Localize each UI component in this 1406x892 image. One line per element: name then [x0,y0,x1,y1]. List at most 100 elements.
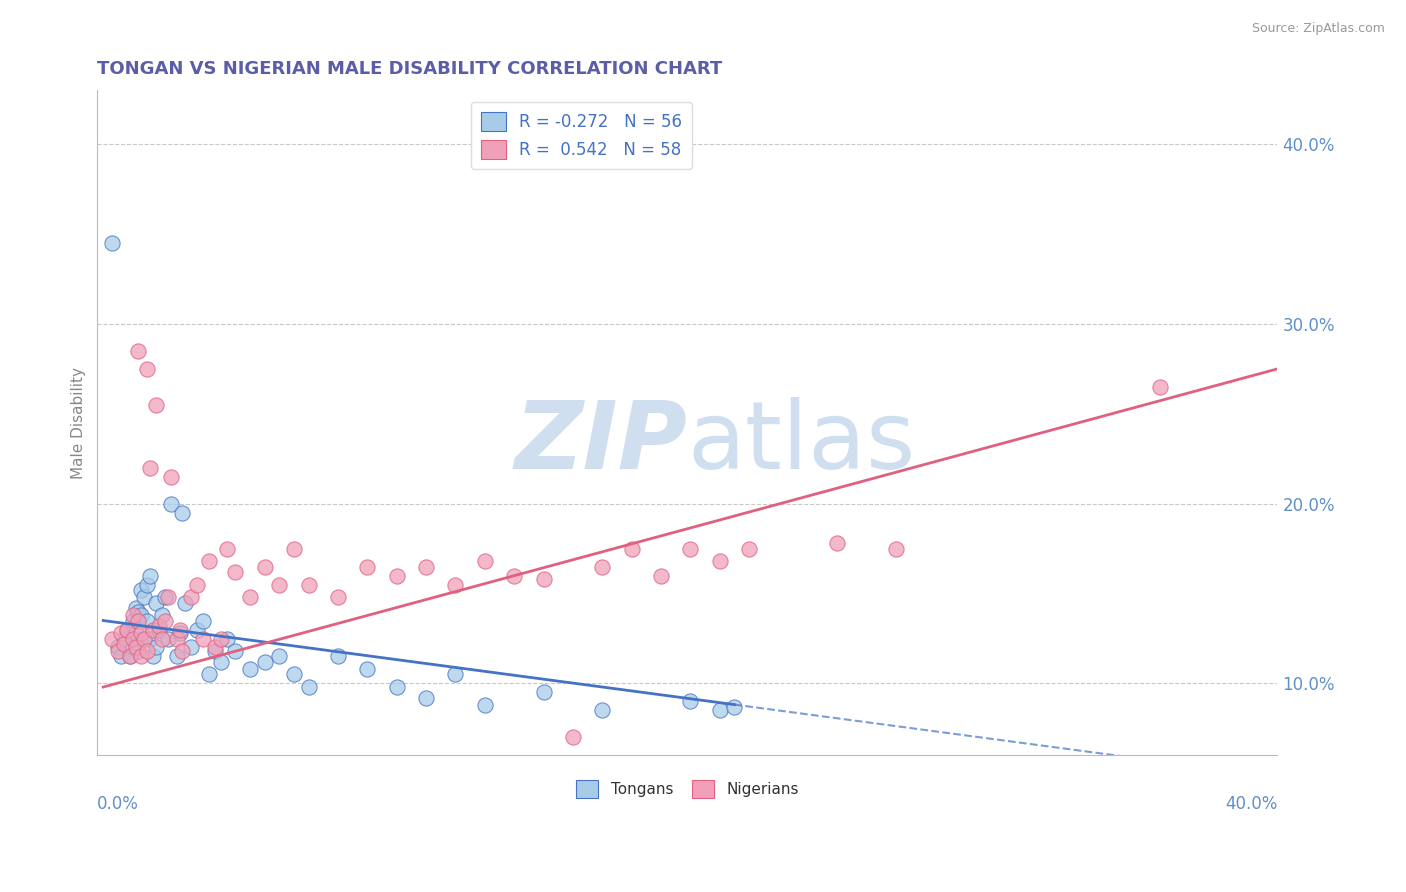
Point [269,577,291,591]
Point [298,577,321,591]
Point [209,655,232,669]
Point [239,590,262,604]
Point [326,649,349,664]
Point [136,362,159,376]
Point [101,235,124,250]
Point [134,632,156,646]
Point [153,614,176,628]
Point [127,614,149,628]
Point [415,559,437,574]
Point [825,536,848,550]
Point [204,640,226,655]
Point [561,731,583,745]
Point [591,559,613,574]
Point [121,640,143,655]
Point [131,649,153,664]
Point [131,626,153,640]
Point [153,590,176,604]
Point [298,680,321,694]
Point [107,644,129,658]
Point [131,608,153,623]
Point [134,632,156,646]
Point [139,632,162,646]
Point [127,343,149,358]
Text: Source: ZipAtlas.com: Source: ZipAtlas.com [1251,22,1385,36]
Point [474,554,496,568]
Point [444,667,467,681]
Point [145,596,167,610]
Point [118,649,141,664]
Point [186,623,208,637]
Text: ZIP: ZIP [515,397,688,489]
Point [121,632,143,646]
Y-axis label: Male Disability: Male Disability [72,367,86,479]
Point [356,559,378,574]
Point [709,554,731,568]
Point [148,623,170,637]
Point [180,640,202,655]
Text: TONGAN VS NIGERIAN MALE DISABILITY CORRELATION CHART: TONGAN VS NIGERIAN MALE DISABILITY CORRE… [97,60,723,78]
Point [159,497,181,511]
Point [709,703,731,717]
Point [127,605,149,619]
Point [124,640,146,655]
Point [415,690,437,705]
Point [107,640,129,655]
Point [224,565,246,579]
Point [253,655,276,669]
Point [503,568,526,582]
Point [131,582,153,597]
Point [136,577,159,591]
Point [145,398,167,412]
Point [169,626,191,640]
Point [134,590,156,604]
Point [269,649,291,664]
Point [620,541,643,556]
Point [124,626,146,640]
Point [112,632,135,646]
Point [283,541,305,556]
Point [136,614,159,628]
Text: 40.0%: 40.0% [1225,796,1278,814]
Point [110,649,132,664]
Point [533,572,555,586]
Point [172,644,194,658]
Point [191,614,214,628]
Point [112,637,135,651]
Point [150,608,173,623]
Point [115,623,138,637]
Point [738,541,761,556]
Point [101,632,124,646]
Point [145,640,167,655]
Point [142,623,165,637]
Point [191,632,214,646]
Point [533,685,555,699]
Point [356,662,378,676]
Point [180,590,202,604]
Point [118,649,141,664]
Point [139,568,162,582]
Point [139,460,162,475]
Point [204,644,226,658]
Point [444,577,467,591]
Point [156,632,179,646]
Legend: Tongans, Nigerians: Tongans, Nigerians [569,774,806,805]
Point [110,626,132,640]
Point [115,623,138,637]
Point [679,694,702,708]
Point [150,632,173,646]
Point [159,469,181,483]
Point [148,619,170,633]
Point [385,680,408,694]
Point [723,699,745,714]
Point [124,601,146,615]
Point [172,506,194,520]
Point [198,554,221,568]
Point [215,632,238,646]
Point [591,703,613,717]
Point [127,644,149,658]
Point [121,614,143,628]
Point [169,623,191,637]
Point [166,632,188,646]
Point [174,596,197,610]
